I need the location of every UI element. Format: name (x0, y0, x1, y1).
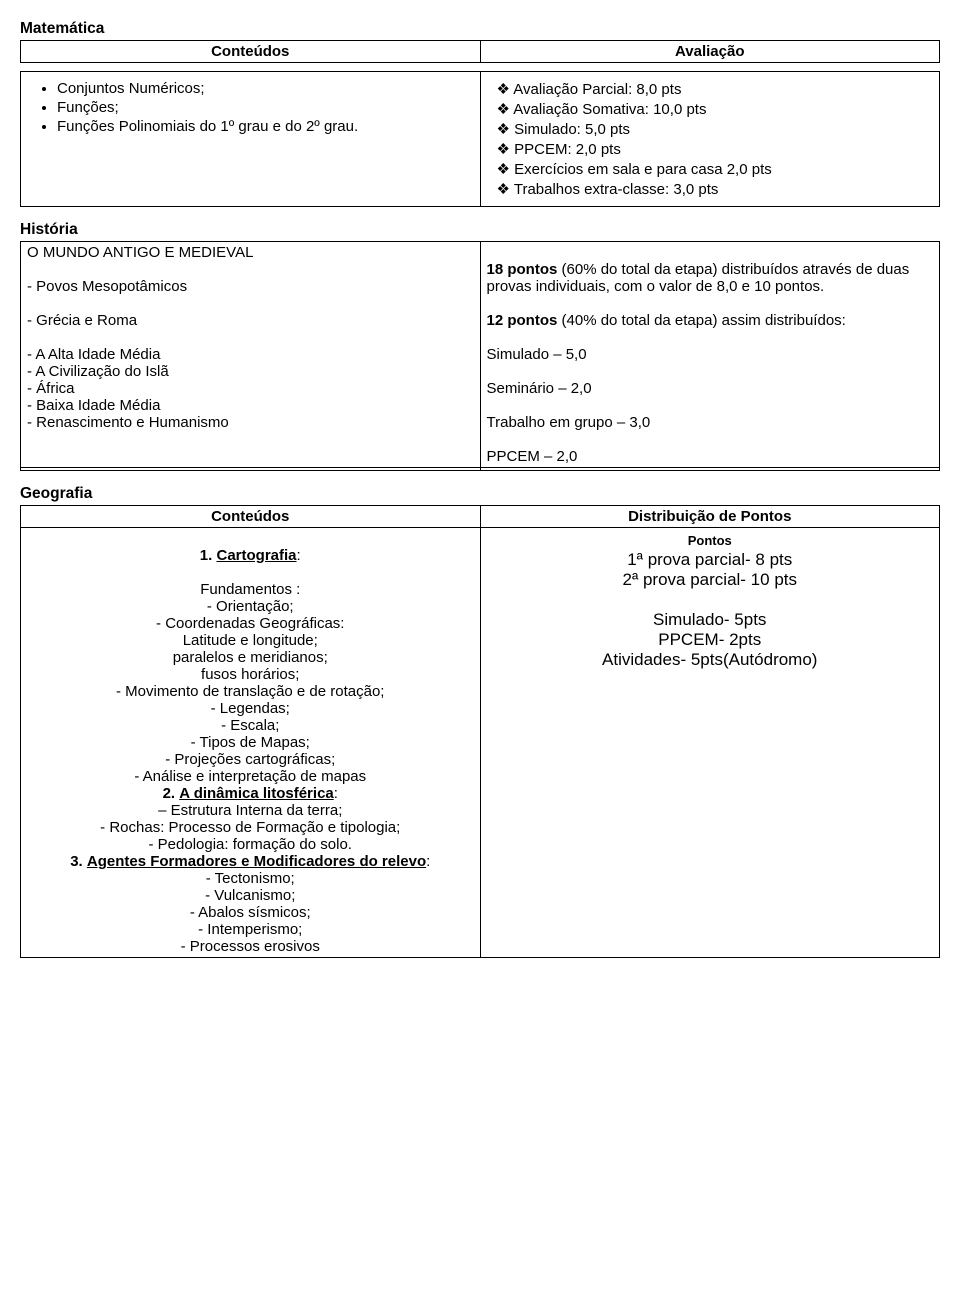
historia-right-p1: 18 pontos (60% do total da etapa) distri… (487, 261, 934, 295)
historia-left-item: - A Civilização do Islã (27, 363, 474, 380)
geografia-right-block: Pontos 1ª prova parcial- 8 pts 2ª prova … (487, 530, 934, 670)
matematica-body-table: Conjuntos Numéricos; Funções; Funções Po… (20, 71, 940, 207)
matematica-header-conteudos: Conteúdos (21, 41, 481, 63)
geografia-right-line: Atividades- 5pts(Autódromo) (602, 650, 817, 669)
historia-left-item: - Povos Mesopotâmicos (27, 278, 474, 295)
historia-table: O MUNDO ANTIGO E MEDIEVAL - Povos Mesopo… (20, 241, 940, 471)
geografia-left-cell: 1. Cartografia: Fundamentos : - Orientaç… (21, 528, 481, 958)
geografia-sec1-line: paralelos e meridianos; (27, 649, 474, 666)
geografia-sec1-line: - Movimento de translação e de rotação; (27, 683, 474, 700)
matematica-eval-item: Simulado: 5,0 pts (497, 120, 934, 138)
historia-right-p1-bold: 18 pontos (487, 261, 558, 278)
historia-right-line: Simulado – 5,0 (487, 346, 934, 363)
historia-blank-left (21, 468, 481, 471)
historia-blank-right (480, 468, 940, 471)
geografia-sec3-line: - Intemperismo; (27, 921, 474, 938)
geografia-pontos-label: Pontos (688, 533, 732, 548)
historia-title: História (20, 221, 940, 239)
matematica-eval-cell: Avaliação Parcial: 8,0 pts Avaliação Som… (480, 72, 940, 207)
geografia-sec3-line: - Tectonismo; (27, 870, 474, 887)
historia-left-item: - A Alta Idade Média (27, 346, 474, 363)
geografia-sec2-title: A dinâmica litosférica (179, 785, 334, 802)
geografia-sec3-line: - Vulcanismo; (27, 887, 474, 904)
matematica-content-item: Funções Polinomiais do 1º grau e do 2º g… (57, 118, 474, 135)
geografia-sec3-line: - Processos erosivos (27, 938, 474, 955)
matematica-title: Matemática (20, 20, 940, 38)
geografia-header-dist: Distribuição de Pontos (480, 506, 940, 528)
historia-right-line: Seminário – 2,0 (487, 380, 934, 397)
geografia-sec3-colon: : (426, 853, 430, 870)
geografia-sec3-title-line: 3. Agentes Formadores e Modificadores do… (27, 853, 474, 870)
historia-left-cell: O MUNDO ANTIGO E MEDIEVAL - Povos Mesopo… (21, 242, 481, 468)
geografia-sec3-line: - Abalos sísmicos; (27, 904, 474, 921)
geografia-table: Conteúdos Distribuição de Pontos 1. Cart… (20, 505, 940, 958)
historia-right-cell: 18 pontos (60% do total da etapa) distri… (480, 242, 940, 468)
geografia-sec1-title: Cartografia (216, 547, 296, 564)
geografia-right-line: 2ª prova parcial- 10 pts (623, 570, 798, 589)
geografia-sec1-title-line: 1. Cartografia: (27, 547, 474, 564)
historia-right-line: Trabalho em grupo – 3,0 (487, 414, 934, 431)
geografia-sec2-num: 2. (163, 785, 176, 802)
historia-left-heading: O MUNDO ANTIGO E MEDIEVAL (27, 244, 474, 261)
geografia-sec1-line: Latitude e longitude; (27, 632, 474, 649)
geografia-right-line: Simulado- 5pts (653, 610, 766, 629)
geografia-sec1-colon: : (297, 547, 301, 564)
geografia-sec2-line: - Rochas: Processo de Formação e tipolog… (27, 819, 474, 836)
historia-left-item: - África (27, 380, 474, 397)
matematica-eval-item: Avaliação Somativa: 10,0 pts (497, 100, 934, 118)
historia-right-p2-bold: 12 pontos (487, 312, 558, 329)
geografia-right-line: 1ª prova parcial- 8 pts (627, 550, 792, 569)
historia-right-line: PPCEM – 2,0 (487, 448, 934, 465)
matematica-content-list: Conjuntos Numéricos; Funções; Funções Po… (57, 80, 474, 135)
matematica-content-item: Conjuntos Numéricos; (57, 80, 474, 97)
matematica-content-cell: Conjuntos Numéricos; Funções; Funções Po… (21, 72, 481, 207)
geografia-right-cell: Pontos 1ª prova parcial- 8 pts 2ª prova … (480, 528, 940, 958)
geografia-sec1-line: fusos horários; (27, 666, 474, 683)
historia-right-p2: 12 pontos (40% do total da etapa) assim … (487, 312, 934, 329)
geografia-sec1-line: - Análise e interpretação de mapas (27, 768, 474, 785)
matematica-eval-item: Avaliação Parcial: 8,0 pts (497, 80, 934, 98)
historia-right-p2-rest: (40% do total da etapa) assim distribuíd… (557, 312, 846, 329)
matematica-eval-list: Avaliação Parcial: 8,0 pts Avaliação Som… (497, 80, 934, 198)
geografia-sec1-line: - Orientação; (27, 598, 474, 615)
geografia-sec1-num: 1. (200, 547, 213, 564)
matematica-header-table: Conteúdos Avaliação (20, 40, 940, 63)
geografia-right-line: PPCEM- 2pts (658, 630, 761, 649)
geografia-sec1-line: - Projeções cartográficas; (27, 751, 474, 768)
geografia-sec2-line: - Pedologia: formação do solo. (27, 836, 474, 853)
geografia-sec1-line: - Coordenadas Geográficas: (27, 615, 474, 632)
geografia-title: Geografia (20, 485, 940, 503)
geografia-sec1-line: Fundamentos : (27, 581, 474, 598)
geografia-sec2-colon: : (334, 785, 338, 802)
matematica-content-item: Funções; (57, 99, 474, 116)
geografia-sec2-title-line: 2. A dinâmica litosférica: (27, 785, 474, 802)
geografia-sec1-line: - Escala; (27, 717, 474, 734)
matematica-eval-item: Trabalhos extra-classe: 3,0 pts (497, 180, 934, 198)
geografia-header-conteudos: Conteúdos (21, 506, 481, 528)
geografia-sec3-num: 3. (70, 853, 83, 870)
geografia-sec3-title: Agentes Formadores e Modificadores do re… (87, 853, 426, 870)
historia-left-item: - Grécia e Roma (27, 312, 474, 329)
geografia-sec1-line: - Legendas; (27, 700, 474, 717)
matematica-eval-item: Exercícios em sala e para casa 2,0 pts (497, 160, 934, 178)
matematica-header-avaliacao: Avaliação (480, 41, 940, 63)
geografia-sec2-line: – Estrutura Interna da terra; (27, 802, 474, 819)
matematica-eval-item: PPCEM: 2,0 pts (497, 140, 934, 158)
geografia-sec1-line: - Tipos de Mapas; (27, 734, 474, 751)
historia-left-item: - Baixa Idade Média (27, 397, 474, 414)
historia-left-item: - Renascimento e Humanismo (27, 414, 474, 431)
